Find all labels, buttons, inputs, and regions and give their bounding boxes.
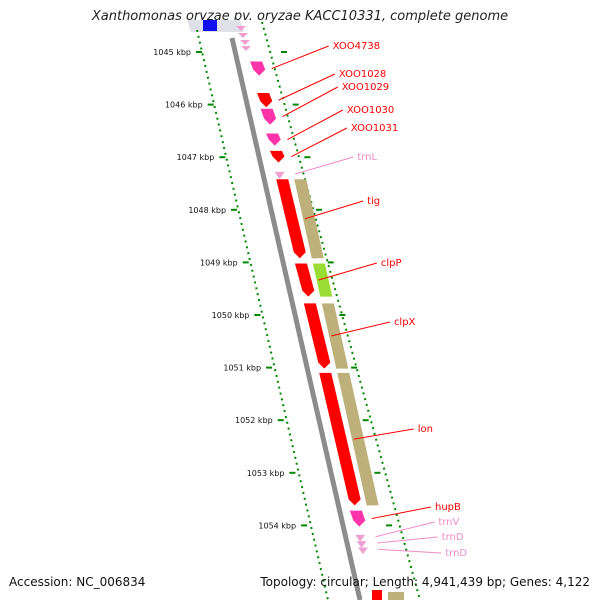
gene-label: clpP [381,258,402,269]
gene-leader-line [291,127,348,158]
gene-label: XOO4738 [333,41,380,52]
left-dotted-track [196,29,329,600]
gene-leader-line [330,321,391,337]
scale-tick-label: 1049 kbp [200,258,238,267]
gene-label: XOO1031 [351,123,398,134]
gene-leader-line [376,536,438,544]
bottom-region-fragment [372,590,404,600]
gene-leader-line [375,521,435,538]
homolog-band [312,263,333,297]
gene-label: XOO1029 [342,82,389,93]
gene-leader-line [287,109,344,141]
gene-leader-line [271,45,329,70]
gene-feature [257,93,273,108]
gene-feature [294,263,315,297]
top-region-fragment [187,20,251,51]
scale-tick-label: 1048 kbp [188,206,226,215]
accession-text: Accession: NC_006834 [9,575,146,589]
gene-feature [266,133,281,146]
scale-tick-label: 1054 kbp [258,521,296,530]
gene-leader-line [371,506,432,520]
gene-feature [303,303,331,369]
gene-label: XOO1028 [339,69,386,80]
scale-tick-label: 1052 kbp [235,416,273,425]
scale-tick-label: 1053 kbp [247,469,285,478]
gene-label: tig [367,196,380,207]
gene-label: trnL [357,152,377,163]
gene-feature [319,372,361,506]
gene-leader-line [318,262,377,281]
gene-leader-line [282,86,339,118]
trna-feature [357,547,368,555]
homolog-band [337,372,379,506]
gene-label: lon [418,424,433,435]
gene-feature [349,510,366,527]
scale-tick-label: 1051 kbp [223,364,261,373]
gene-label: hupB [435,502,461,513]
scale-tick-label: 1045 kbp [153,48,191,57]
scale-tick-label: 1047 kbp [177,153,215,162]
trna-feature [356,541,367,548]
gene-leader-line [304,200,364,220]
homolog-band [321,303,349,369]
gene-leader-line [294,156,354,175]
scale-tick-label: 1050 kbp [212,311,250,320]
topology-text: Topology: circular; Length: 4,941,439 bp… [260,575,590,589]
gene-feature [250,61,266,76]
scale-tick-label: 1046 kbp [165,101,203,110]
trna-feature [274,171,285,180]
gene-leader-line [278,73,336,101]
gene-feature [276,179,306,259]
gene-feature [269,150,285,163]
gene-leader-line [353,428,414,440]
gene-label: trnD [445,548,467,559]
gene-feature [260,108,277,125]
right-dotted-track [261,21,421,600]
gene-label: XOO1030 [347,105,394,116]
blue-feature [203,20,217,31]
gene-label: trnD [442,532,464,543]
gene-label: trnV [438,517,459,528]
gene-label: clpX [394,317,416,328]
homolog-band [294,179,324,259]
trna-feature [355,534,366,542]
gene-leader-line [378,548,442,554]
genome-backbone [229,37,363,600]
